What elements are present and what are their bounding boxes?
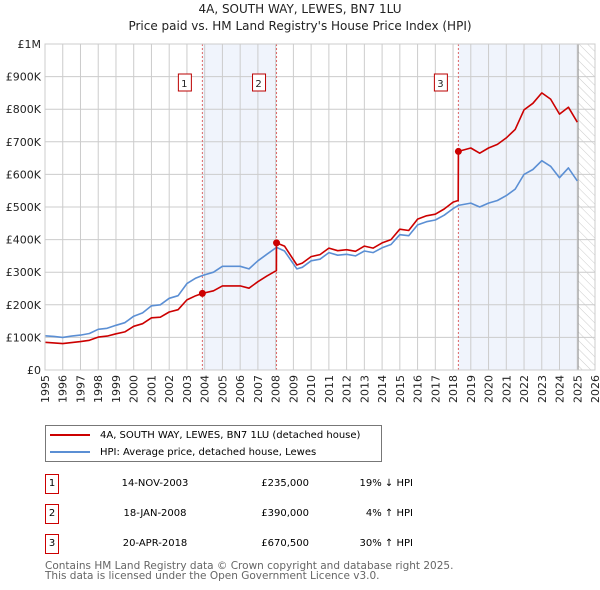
- x-tick-label: 2020: [483, 375, 496, 403]
- x-tick-label: 2017: [429, 375, 442, 403]
- y-tick-label: £300K: [6, 266, 42, 279]
- legend-label: HPI: Average price, detached house, Lewe…: [100, 446, 317, 458]
- x-tick-label: 2022: [518, 375, 531, 403]
- x-tick-label: 2005: [216, 375, 229, 403]
- x-tick-label: 1997: [74, 375, 87, 403]
- sale-marker-label: 1: [181, 79, 187, 90]
- x-tick-label: 2015: [394, 375, 407, 403]
- x-tick-label: 1998: [92, 375, 105, 403]
- sale-point: [198, 289, 206, 297]
- x-tick-label: 2004: [199, 375, 212, 403]
- x-tick-label: 2011: [323, 375, 336, 403]
- sale-price: £670,500: [261, 538, 309, 549]
- y-tick-label: £1M: [18, 38, 42, 51]
- y-tick-label: £800K: [6, 103, 42, 116]
- legend-item-property: 4A, SOUTH WAY, LEWES, BN7 1LU (detached …: [50, 427, 360, 443]
- y-tick-label: £0: [27, 364, 41, 377]
- x-tick-label: 2018: [447, 375, 460, 403]
- y-tick-label: £700K: [6, 136, 42, 149]
- sale-marker-box: [252, 73, 267, 92]
- x-tick-label: 2021: [500, 375, 513, 403]
- sale-date: 20-APR-2018: [122, 538, 188, 549]
- hpi-diff: 4% ↑ HPI: [365, 508, 413, 519]
- x-tick-label: 2013: [358, 375, 371, 403]
- sale-marker-label: 3: [437, 79, 443, 90]
- legend-swatch-blue: [50, 451, 90, 453]
- x-tick-label: 1995: [39, 375, 52, 403]
- sale-marker-label: 2: [255, 79, 261, 90]
- x-tick-label: 2002: [163, 375, 176, 403]
- x-tick-label: 2014: [376, 375, 389, 403]
- x-tick-label: 2016: [412, 375, 425, 403]
- sale-point: [454, 147, 462, 155]
- y-tick-label: £100K: [6, 331, 42, 344]
- chart-title: 4A, SOUTH WAY, LEWES, BN7 1LU: [198, 2, 402, 16]
- hpi-line: [44, 159, 578, 339]
- footer-copyright: Contains HM Land Registry data © Crown c…: [45, 560, 454, 572]
- x-tick-label: 2001: [145, 375, 158, 403]
- transaction-row: 3 20-APR-2018 £670,500 30% ↑ HPI: [45, 534, 413, 554]
- legend-item-hpi: HPI: Average price, detached house, Lewe…: [50, 444, 316, 460]
- x-tick-label: 2025: [571, 375, 584, 403]
- x-tick-label: 2023: [536, 375, 549, 403]
- x-tick-label: 2007: [252, 375, 265, 403]
- sale-point: [273, 239, 281, 247]
- legend: 4A, SOUTH WAY, LEWES, BN7 1LU (detached …: [45, 425, 382, 462]
- x-tick-label: 2012: [341, 375, 354, 403]
- marker-badge: 1: [45, 474, 59, 494]
- sale-price: £235,000: [261, 478, 309, 489]
- hpi-diff: 30% ↑ HPI: [359, 538, 413, 549]
- y-tick-label: £500K: [6, 201, 42, 214]
- sale-marker-box: [433, 73, 448, 92]
- x-tick-label: 2019: [465, 375, 478, 403]
- x-tick-label: 1999: [110, 375, 123, 403]
- x-tick-label: 2008: [270, 375, 283, 403]
- marker-badge: 2: [45, 504, 59, 524]
- sale-date: 14-NOV-2003: [121, 478, 189, 489]
- chart-subtitle: Price paid vs. HM Land Registry's House …: [128, 19, 472, 33]
- x-tick-label: 2010: [305, 375, 318, 403]
- sale-date: 18-JAN-2008: [123, 508, 187, 519]
- y-tick-label: £200K: [6, 299, 42, 312]
- x-tick-label: 2024: [554, 375, 567, 403]
- legend-label: 4A, SOUTH WAY, LEWES, BN7 1LU (detached …: [100, 429, 361, 441]
- x-tick-label: 2006: [234, 375, 247, 403]
- legend-swatch-red: [50, 434, 90, 436]
- transaction-row: 2 18-JAN-2008 £390,000 4% ↑ HPI: [45, 504, 413, 524]
- marker-badge: 3: [45, 534, 59, 554]
- x-tick-label: 2000: [128, 375, 141, 403]
- x-tick-label: 2026: [589, 375, 600, 403]
- footer-licence: This data is licensed under the Open Gov…: [45, 570, 380, 582]
- sale-price: £390,000: [261, 508, 309, 519]
- hpi-diff: 19% ↓ HPI: [359, 478, 413, 489]
- sale-marker-box: [177, 73, 192, 92]
- y-tick-label: £600K: [6, 168, 42, 181]
- y-tick-label: £400K: [6, 234, 42, 247]
- x-tick-label: 2009: [287, 375, 300, 403]
- price-chart: 1995 1996 1997 1998 1999 2000 2001 2002 2003 2004…: [6, 38, 600, 403]
- y-tick-label: £900K: [6, 71, 42, 84]
- property-price-line: [44, 92, 578, 345]
- x-tick-label: 2003: [181, 375, 194, 403]
- transaction-row: 1 14-NOV-2003 £235,000 19% ↓ HPI: [45, 474, 413, 494]
- plot-border: [44, 43, 596, 371]
- x-tick-label: 1996: [57, 375, 70, 403]
